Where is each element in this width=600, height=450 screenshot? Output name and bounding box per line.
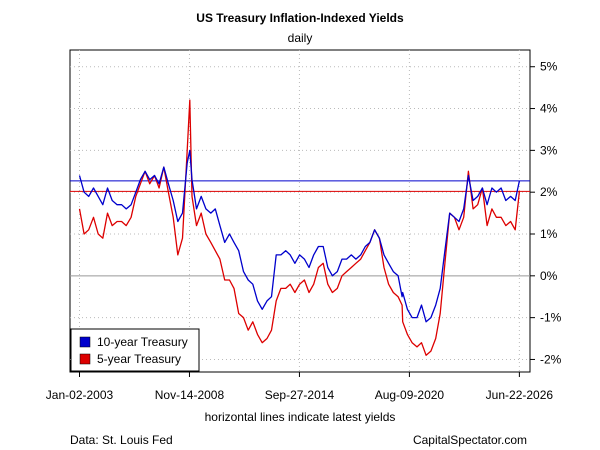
legend: 10-year Treasury 5-year Treasury: [70, 328, 200, 372]
source-right: CapitalSpectator.com: [413, 433, 527, 447]
y-tick-label: 5%: [540, 60, 558, 74]
source-left: Data: St. Louis Fed: [70, 433, 173, 447]
y-tick-label: -2%: [540, 352, 562, 366]
latest-yield-lines: [70, 180, 530, 192]
y-tick-label: 2%: [540, 185, 558, 199]
x-tick-label: Jan-02-2003: [46, 388, 114, 402]
x-tick-label: Jun-22-2026: [486, 388, 554, 402]
x-tick-label: Aug-09-2020: [375, 388, 445, 402]
y-tick-label: 3%: [540, 143, 558, 157]
legend-label-5-year: 5-year Treasury: [97, 352, 181, 366]
legend-box: [70, 328, 200, 372]
plot-frame: [69, 49, 531, 373]
series-layer: [78, 99, 521, 356]
y-tick-label: 4%: [540, 102, 558, 116]
axis-layer: -2% -1% 0% 1% 2% 3% 4% 5% Jan-02-2003 Nov-14-2008…: [46, 60, 562, 402]
x-tick-label: Nov-14-2008: [155, 388, 225, 402]
y-tick-label: 1%: [540, 227, 558, 241]
x-axis-note: horizontal lines indicate latest yields: [205, 410, 396, 424]
series-line-10-year: [78, 149, 521, 323]
legend-swatch-5-year: [79, 353, 91, 365]
y-tick-label: 0%: [540, 269, 558, 283]
x-tick-label: Sep-27-2014: [265, 388, 335, 402]
legend-swatch-10-year: [79, 336, 91, 348]
legend-label-10-year: 10-year Treasury: [97, 335, 188, 349]
y-tick-label: -1%: [540, 311, 562, 325]
grid-layer: [70, 50, 530, 372]
chart-title: US Treasury Inflation-Indexed Yields: [196, 11, 404, 25]
chart-subtitle: daily: [288, 31, 313, 45]
